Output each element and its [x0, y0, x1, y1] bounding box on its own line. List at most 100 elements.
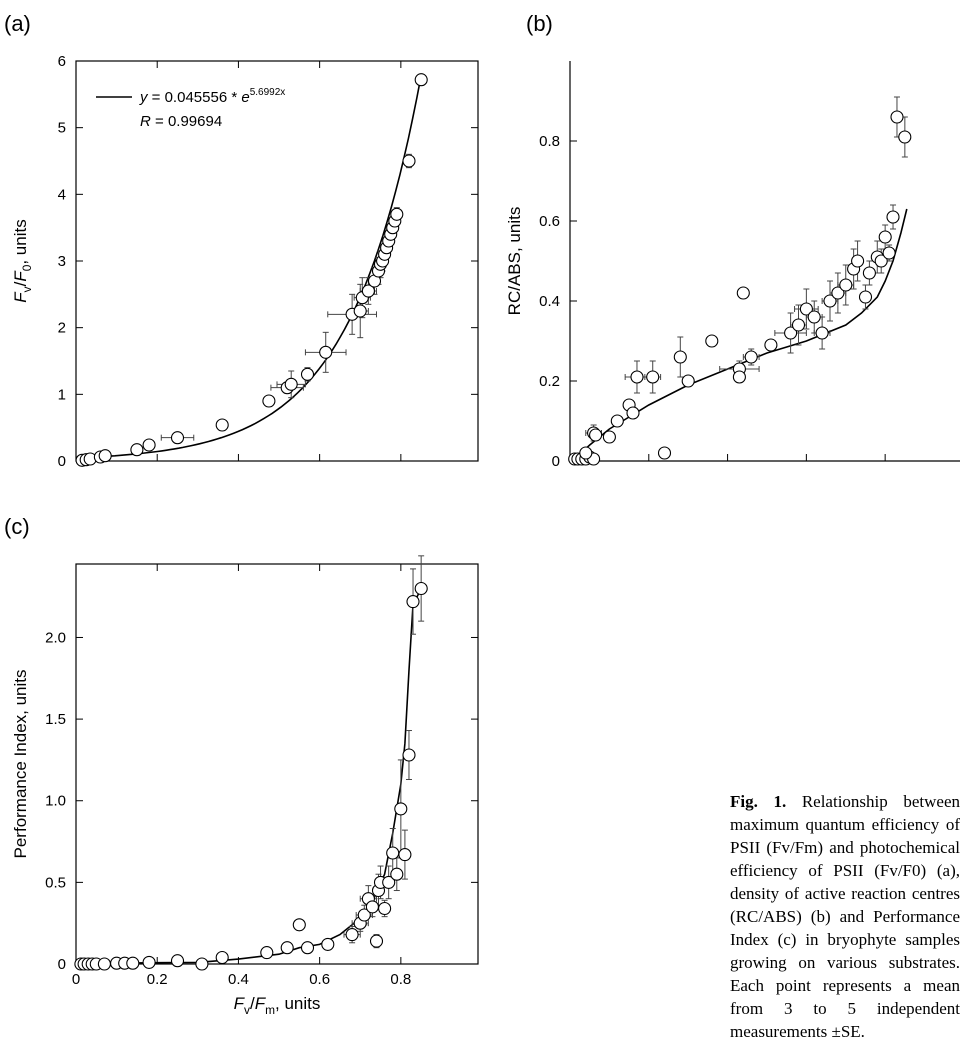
panel-label: (b): [526, 11, 553, 36]
data-point: [890, 110, 904, 124]
y-tick-label: 6: [58, 53, 66, 70]
data-point: [353, 304, 367, 318]
data-point: [195, 957, 209, 971]
panel-b: (b) 0 0.2 0.4 0.6 0.8 RC/ABS, units: [505, 11, 960, 470]
x-axis-label: Fv​/Fm​, units: [234, 994, 321, 1017]
data-point: [382, 875, 396, 889]
data-point: [862, 266, 876, 280]
panel-c: (c) 0 0.5 1.0 1.5 2.0 0 0.2 0.4 0.6 0.8 Performance…: [4, 514, 479, 1017]
data-point: [784, 326, 798, 340]
data-point: [414, 581, 428, 596]
x-tick-label: 0.2: [147, 971, 168, 988]
data-point: [292, 918, 306, 932]
data-point: [215, 418, 229, 432]
data-point: [858, 290, 873, 304]
data-point: [414, 73, 428, 87]
y-tick-label: 0.8: [539, 133, 560, 150]
data-point: [799, 302, 813, 316]
data-point: [260, 946, 274, 960]
data-point: [831, 286, 845, 300]
y-tick-label: 0.5: [45, 874, 66, 891]
data-point: [823, 294, 837, 308]
data-point: [791, 318, 806, 332]
data-point: [97, 957, 111, 971]
data-point: [300, 941, 315, 955]
data-point: [361, 284, 375, 298]
x-tick-label: 0.6: [309, 971, 330, 988]
data-point: [681, 374, 695, 388]
data-point: [744, 350, 758, 364]
data-point: [815, 326, 829, 340]
data-point: [610, 414, 624, 428]
fit-r-value: R = 0.99694: [140, 113, 222, 130]
panel-label: (a): [4, 11, 31, 36]
y-tick-label: 0: [552, 453, 560, 470]
data-point: [170, 431, 185, 445]
data-point: [402, 748, 416, 762]
data-point: [402, 154, 416, 168]
data-point: [170, 954, 185, 968]
legend: y = 0.045556 * e5.6992x R = 0.99694: [96, 87, 285, 130]
y-tick-label: 0.6: [539, 213, 560, 230]
x-tick-label: 0.8: [390, 971, 411, 988]
panel-a: (a) 0 1 2 3 4 5 6 Fv​/F0​, units y = 0.045556 * e…: [4, 11, 479, 470]
data-point: [398, 848, 412, 862]
data-point: [142, 438, 156, 452]
y-tick-label: 0: [58, 956, 66, 973]
data-point: [579, 446, 593, 460]
data-point: [589, 428, 603, 442]
data-point: [886, 210, 900, 224]
y-tick-label: 5: [58, 120, 66, 137]
data-point: [284, 377, 298, 391]
data-point: [898, 130, 912, 144]
fit-curve: [80, 75, 422, 459]
data-point: [657, 446, 672, 460]
data-point: [345, 928, 359, 942]
data-point: [602, 430, 616, 444]
data-point: [390, 867, 404, 881]
data-point: [732, 370, 746, 384]
data-point: [386, 846, 400, 860]
y-tick-label: 1.0: [45, 793, 66, 810]
data-point: [839, 278, 853, 292]
panel-label: (c): [4, 514, 30, 539]
data-point: [764, 338, 778, 352]
data-point: [126, 956, 140, 970]
data-point: [378, 901, 392, 916]
data-point: [705, 334, 719, 348]
data-point: [215, 950, 229, 965]
fit-curve: [574, 208, 908, 460]
y-axis-label: Performance Index, units: [11, 670, 30, 859]
data-point: [369, 934, 384, 948]
caption-title: Fig. 1.: [730, 792, 787, 811]
y-tick-label: 1.5: [45, 711, 66, 728]
data-point: [365, 900, 379, 914]
data-point: [673, 350, 687, 364]
y-tick-label: 0.4: [539, 293, 560, 310]
data-point: [882, 246, 896, 260]
y-tick-label: 2.0: [45, 629, 66, 646]
data-point: [357, 908, 371, 922]
data-point: [98, 449, 112, 463]
data-point: [300, 367, 315, 381]
y-axis-label: RC/ABS, units: [505, 207, 524, 316]
data-point: [280, 941, 294, 955]
caption-text: Relationship between maximum quantum eff…: [730, 792, 960, 1041]
data-point: [319, 345, 333, 359]
data-point: [626, 406, 640, 420]
data-point: [851, 254, 865, 268]
figure-caption: Fig. 1. Relationship between maximum qua…: [730, 790, 960, 1043]
plot-frame: [75, 563, 479, 965]
plot-frame: [75, 60, 479, 462]
data-point: [878, 230, 892, 244]
y-tick-label: 0.2: [539, 373, 560, 390]
data-point: [874, 254, 888, 268]
y-tick-label: 2: [58, 320, 66, 337]
data-point: [394, 802, 408, 816]
x-tick-label: 0: [72, 971, 80, 988]
y-tick-label: 0: [58, 453, 66, 470]
data-point: [130, 443, 144, 457]
data-point: [406, 595, 420, 609]
y-tick-label: 1: [58, 386, 66, 403]
data-point: [736, 286, 750, 300]
